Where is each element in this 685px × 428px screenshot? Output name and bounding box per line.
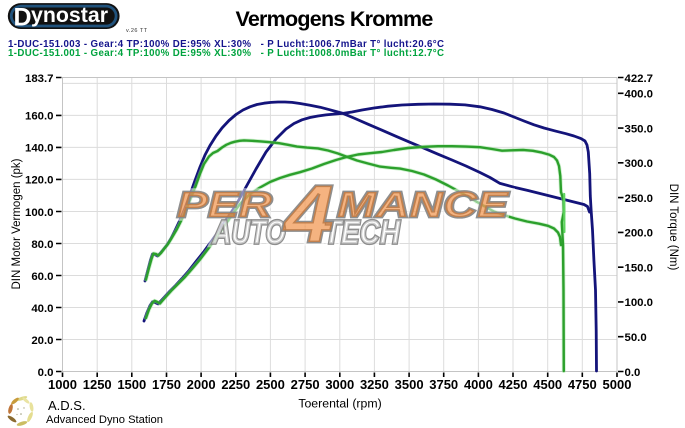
- svg-text:5000: 5000: [603, 377, 632, 392]
- svg-text:100.0: 100.0: [25, 207, 54, 219]
- svg-text:4: 4: [282, 169, 334, 260]
- svg-text:Toerental (rpm): Toerental (rpm): [298, 397, 381, 411]
- svg-text:250.0: 250.0: [625, 193, 654, 205]
- svg-text:183.7: 183.7: [25, 73, 54, 85]
- svg-text:4750: 4750: [568, 377, 597, 392]
- svg-text:AUTO: AUTO: [212, 214, 286, 251]
- svg-text:300.0: 300.0: [625, 158, 654, 170]
- svg-text:1000: 1000: [48, 377, 77, 392]
- svg-text:2250: 2250: [221, 377, 250, 392]
- svg-text:4250: 4250: [499, 377, 528, 392]
- svg-text:0.0: 0.0: [38, 367, 54, 379]
- svg-text:60.0: 60.0: [31, 271, 53, 283]
- svg-text:TECH: TECH: [324, 214, 401, 251]
- svg-text:4000: 4000: [464, 377, 493, 392]
- svg-text:3500: 3500: [395, 377, 424, 392]
- svg-text:3750: 3750: [429, 377, 458, 392]
- svg-text:50.0: 50.0: [625, 332, 647, 344]
- svg-text:PER: PER: [177, 184, 272, 225]
- svg-text:0.0: 0.0: [625, 367, 641, 379]
- svg-text:200.0: 200.0: [625, 228, 654, 240]
- svg-text:350.0: 350.0: [625, 123, 654, 135]
- svg-text:DIN Motor Vermogen (pk): DIN Motor Vermogen (pk): [11, 158, 23, 289]
- svg-text:2500: 2500: [256, 377, 285, 392]
- svg-text:MANCE: MANCE: [337, 184, 509, 225]
- svg-text:120.0: 120.0: [25, 175, 54, 187]
- svg-text:80.0: 80.0: [31, 239, 53, 251]
- svg-text:150.0: 150.0: [625, 263, 654, 275]
- svg-text:20.0: 20.0: [31, 335, 53, 347]
- svg-text:40.0: 40.0: [31, 303, 53, 315]
- svg-text:4500: 4500: [533, 377, 562, 392]
- svg-text:2750: 2750: [291, 377, 320, 392]
- svg-text:DIN Torque (Nm): DIN Torque (Nm): [667, 184, 679, 271]
- svg-text:PER: PER: [177, 184, 272, 225]
- svg-text:160.0: 160.0: [25, 111, 54, 123]
- svg-text:422.7: 422.7: [625, 73, 654, 85]
- svg-text:1500: 1500: [117, 377, 146, 392]
- svg-text:1750: 1750: [152, 377, 181, 392]
- svg-text:140.0: 140.0: [25, 143, 54, 155]
- svg-text:2000: 2000: [187, 377, 216, 392]
- svg-text:400.0: 400.0: [625, 89, 654, 101]
- svg-text:1250: 1250: [83, 377, 112, 392]
- svg-text:TECH: TECH: [324, 214, 401, 251]
- svg-text:D: D: [14, 4, 32, 32]
- svg-text:100.0: 100.0: [625, 297, 654, 309]
- svg-text:3000: 3000: [325, 377, 354, 392]
- svg-text:AUTO: AUTO: [212, 214, 286, 251]
- svg-text:ynostar: ynostar: [31, 4, 108, 27]
- svg-text:4: 4: [282, 169, 334, 260]
- svg-text:3250: 3250: [360, 377, 389, 392]
- svg-text:MANCE: MANCE: [337, 184, 509, 225]
